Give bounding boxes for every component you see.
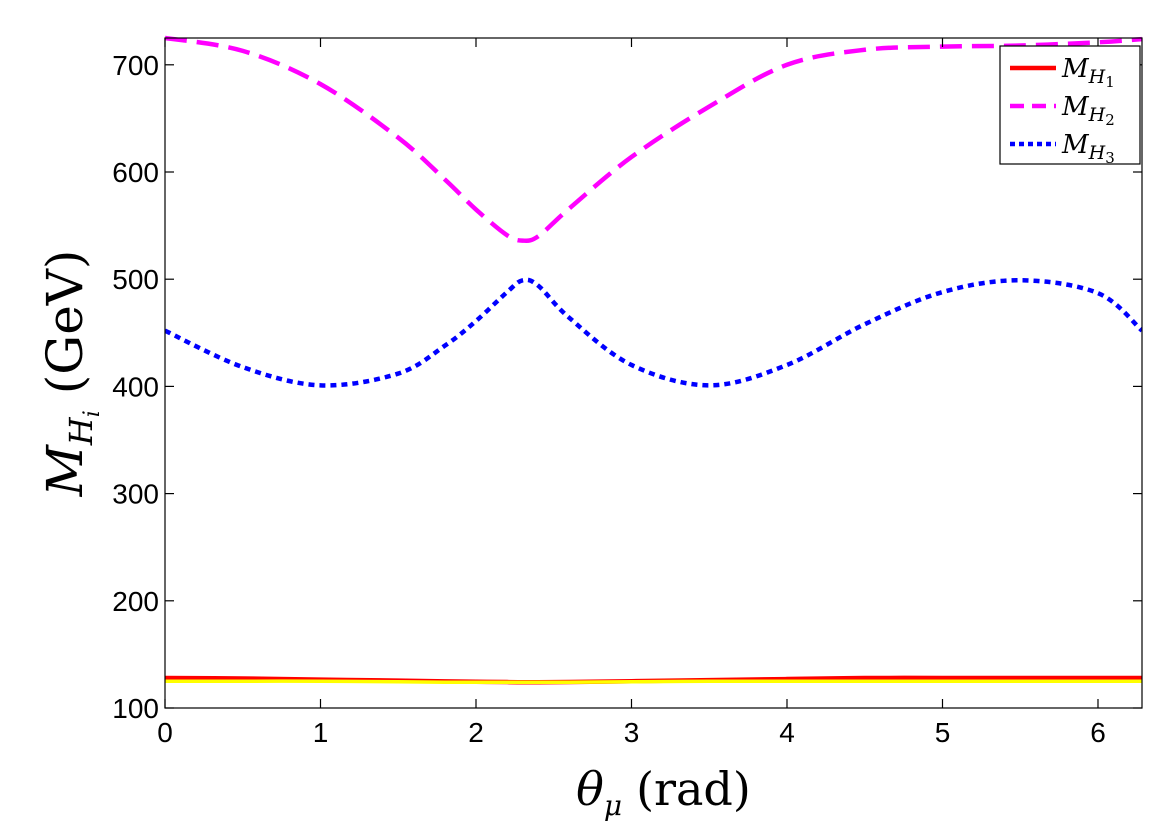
y-tick-label-700: 700 <box>112 50 159 81</box>
series-group <box>165 35 1142 685</box>
series-line-MH2 <box>165 35 1142 244</box>
axis-labels: θμ (rad) MHi(GeV) <box>36 250 751 822</box>
x-axis-label: θμ (rad) <box>576 762 751 822</box>
x-tick-label-3: 3 <box>624 717 640 748</box>
y-tick-label-200: 200 <box>112 586 159 617</box>
plot-layer <box>165 35 1142 685</box>
y-tick-label-600: 600 <box>112 157 159 188</box>
series-line-MH3 <box>165 277 1142 388</box>
legend-label-MH1: MH1 <box>1061 54 1115 91</box>
axes-layer: 0 1 2 3 4 5 6 100 200 300 400 500 600 700 <box>112 37 1143 748</box>
y-tick-label-400: 400 <box>112 371 159 402</box>
legend-label-MH2: MH2 <box>1061 92 1115 129</box>
y-tick-label-300: 300 <box>112 479 159 510</box>
x-tick-label-5: 5 <box>935 717 951 748</box>
legend-label-MH3: MH3 <box>1061 130 1115 167</box>
extra-line-yellow <box>165 679 1142 685</box>
x-tick-label-0: 0 <box>157 717 173 748</box>
y-tick-label-100: 100 <box>112 693 159 724</box>
x-tick-label-1: 1 <box>313 717 329 748</box>
y-tick-label-500: 500 <box>112 264 159 295</box>
plot-frame <box>164 37 1143 709</box>
x-tick-label-6: 6 <box>1090 717 1106 748</box>
x-tick-label-2: 2 <box>468 717 484 748</box>
y-axis-label: MHi(GeV) <box>36 250 105 498</box>
x-tick-label-4: 4 <box>779 717 795 748</box>
